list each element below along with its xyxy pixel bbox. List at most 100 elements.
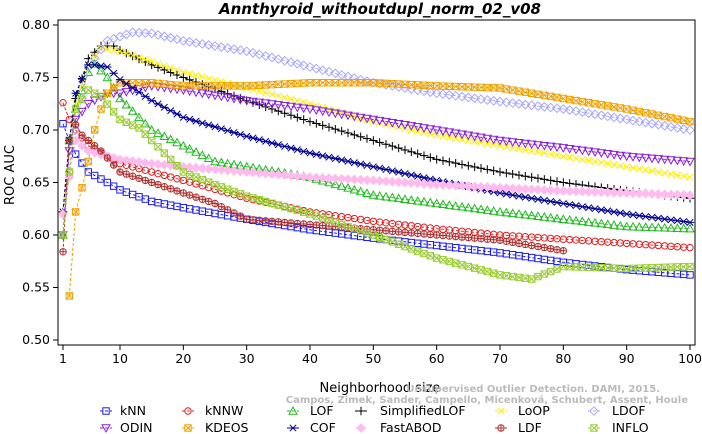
data-point-simplifiedlof — [381, 140, 391, 149]
data-point-ldf — [299, 220, 308, 228]
data-point-odin — [260, 99, 271, 109]
marker-plus — [484, 236, 491, 243]
data-point-kdeos — [553, 93, 561, 102]
data-point-inflo — [154, 143, 162, 151]
data-point-loop — [572, 154, 580, 162]
data-point-ldof — [146, 28, 157, 39]
series-loop — [59, 44, 694, 218]
data-point-ldf — [192, 193, 200, 201]
marker-cross — [205, 178, 213, 186]
data-point-loop — [274, 92, 282, 100]
data-point-ldf — [382, 227, 390, 235]
data-point-fastabod — [127, 156, 138, 166]
data-point-odin — [317, 107, 328, 117]
data-point-inflo — [489, 269, 498, 277]
marker-cross — [224, 82, 232, 90]
marker-cross — [642, 109, 650, 117]
marker-cross — [661, 113, 669, 121]
data-point-ldof — [184, 36, 195, 47]
marker-cross — [135, 79, 143, 87]
data-point-loop — [578, 155, 586, 163]
marker-cross — [217, 82, 225, 90]
data-point-fastabod — [431, 179, 442, 190]
data-point-fastabod — [659, 189, 670, 200]
data-point-fastabod — [159, 159, 170, 170]
marker-plus — [401, 229, 409, 236]
marker-plus — [553, 246, 561, 253]
data-point-ldf — [135, 174, 143, 183]
data-point-fastabod — [590, 187, 600, 197]
data-point-odin — [450, 129, 461, 139]
data-point-kdeos — [71, 208, 80, 216]
marker-cross — [331, 79, 339, 87]
data-point-kdeos — [388, 79, 397, 88]
marker-box — [590, 424, 598, 432]
marker-cross — [623, 105, 631, 113]
data-point-loop — [129, 51, 137, 60]
data-point-odin — [469, 132, 480, 142]
marker-cross — [268, 81, 276, 89]
data-point-loop — [97, 44, 105, 52]
data-point-simplifiedlof — [565, 179, 574, 188]
data-point-inflo — [451, 259, 460, 267]
data-point-simplifiedlof — [331, 124, 340, 134]
data-point-inflo — [559, 262, 568, 271]
data-point-simplifiedlof — [438, 156, 448, 165]
marker-cross — [591, 263, 599, 272]
marker-cross — [395, 240, 403, 248]
data-point-ldof — [609, 112, 619, 123]
data-point-fastabod — [311, 172, 322, 183]
marker-plus — [104, 154, 111, 162]
data-point-lof — [140, 118, 151, 128]
data-point-loop — [122, 49, 130, 57]
marker-cross — [312, 79, 320, 87]
data-point-lof — [621, 221, 632, 231]
data-point-fastabod — [298, 171, 309, 182]
data-point-odin — [400, 121, 410, 130]
data-point-knn — [686, 271, 694, 279]
data-point-lof — [406, 195, 417, 204]
legend: kNN kNNW LOF SimplifiedLOF LoOP LDOF ODIN KDEOS… — [100, 403, 649, 434]
data-point-ldof — [159, 31, 170, 42]
data-point-odin — [634, 153, 645, 163]
data-point-loop — [515, 145, 523, 153]
data-point-knnw — [147, 168, 156, 176]
data-point-loop — [483, 140, 491, 148]
marker-plus — [471, 234, 478, 242]
data-point-loop — [287, 95, 295, 103]
data-point-lof — [381, 191, 391, 201]
data-point-cof — [527, 194, 536, 202]
data-point-fastabod — [381, 176, 391, 187]
data-point-lof — [596, 218, 607, 228]
data-point-ldf — [179, 189, 188, 197]
data-point-simplifiedlof — [540, 175, 549, 184]
data-point-knn — [78, 159, 86, 167]
marker-cross — [445, 82, 453, 90]
data-point-odin — [235, 95, 246, 105]
marker-cross — [350, 79, 358, 87]
data-point-simplifiedlof — [179, 73, 188, 82]
data-point-lof — [457, 201, 467, 211]
data-point-simplifiedlof — [495, 167, 505, 177]
legend-item-ldof: LDOF — [588, 403, 646, 418]
data-point-odin — [336, 110, 347, 120]
data-point-knn — [128, 190, 137, 199]
series-line-odin — [62, 85, 691, 236]
series-ldf — [59, 121, 568, 256]
data-point-cof — [407, 171, 416, 179]
legend-label-knn: kNN — [120, 403, 146, 418]
marker-cross — [509, 273, 517, 281]
data-point-cof — [96, 62, 106, 70]
chart-title: Annthyroid_withoutdupl_norm_02_v08 — [218, 0, 541, 18]
data-point-ldf — [534, 242, 542, 251]
data-point-cof — [147, 97, 156, 105]
marker-cross — [211, 181, 219, 189]
data-point-ldof — [539, 101, 550, 112]
marker-cross — [496, 84, 504, 92]
data-point-inflo — [401, 242, 409, 251]
data-point-simplifiedlof — [508, 169, 517, 179]
legend-item-knn: kNN — [100, 403, 146, 418]
data-point-odin — [501, 137, 512, 147]
marker-cross — [78, 184, 86, 192]
data-point-lof — [412, 195, 423, 205]
